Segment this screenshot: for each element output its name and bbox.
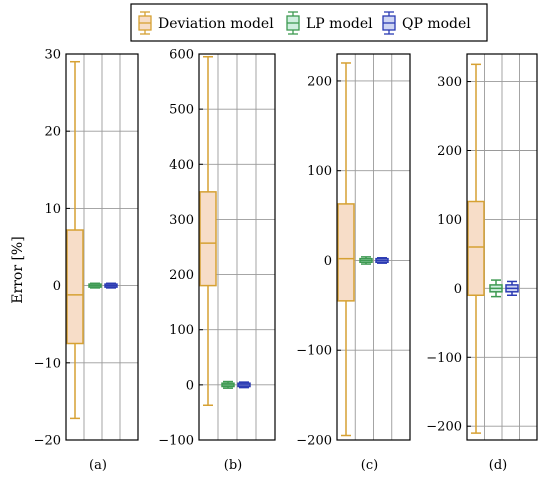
chart-panels: −20−100102030(a)−1000100200300400500600(… [34,48,538,473]
panel-frame [65,53,139,441]
legend-label: QP model [402,16,471,32]
box-lp-model [88,282,102,289]
tick-label: 0 [454,282,462,297]
tick-label: 500 [169,103,194,118]
chart-panel: −200 −100 0 100 200 300 (d) [426,53,538,473]
panel-label: (c) [361,458,378,473]
tick-label: −100 [296,344,332,359]
tick-label: 200 [437,144,462,159]
chart-panel: −20 −10 0 10 20 30 (a) [34,48,139,473]
tick-label: 0 [324,254,332,269]
box-lp-model [489,279,503,298]
box-qp-model [375,257,389,264]
box-lp-model [221,380,235,389]
box-iqr [467,200,485,296]
tick-label: −200 [296,434,332,449]
chart-panel: −200 −100 0 100 200 (c) [296,53,411,473]
tick-label: 300 [169,213,194,228]
box-qp-model [104,282,118,289]
panel-frame [198,53,276,441]
tick-label: 30 [44,48,61,63]
y-axis-label: Error [%] [10,236,26,303]
box-plot-icon [138,11,152,35]
tick-label: 20 [44,125,61,140]
legend-item: Deviation model [138,11,274,35]
legend-label: Deviation model [158,16,274,32]
box-deviation-model [199,56,217,407]
legend-box [130,3,488,42]
box-iqr [337,203,355,302]
legend-item: LP model [286,11,373,35]
box-plot-icon [382,11,396,35]
box-plot-icon [286,11,300,35]
tick-label: −100 [426,351,462,366]
panel-label: (b) [224,458,242,473]
tick-label: 100 [307,164,332,179]
tick-label: 10 [44,202,61,217]
box-iqr [199,191,217,287]
panel-label: (a) [89,458,107,473]
tick-label: 0 [186,378,194,393]
tick-label: 200 [307,74,332,89]
panel-frame [336,53,411,441]
box-deviation-model [337,62,355,437]
tick-label: 200 [169,268,194,283]
panel-frame [466,53,538,441]
tick-label: −20 [34,434,61,449]
tick-label: 100 [169,323,194,338]
tick-label: 300 [437,75,462,90]
box-deviation-model [66,60,84,420]
box-qp-model [505,280,519,296]
legend-label: LP model [306,16,373,32]
panel-label: (d) [489,458,507,473]
legend-item: QP model [382,11,471,35]
tick-label: −100 [158,434,194,449]
box-lp-model [359,256,373,265]
tick-label: 400 [169,158,194,173]
legend: Deviation model LP model QP model [130,3,488,42]
box-qp-model [237,381,251,389]
tick-label: 600 [169,48,194,63]
tick-label: −200 [426,420,462,435]
box-iqr [66,229,84,345]
box-deviation-model [467,63,485,434]
chart-panel: −100 0 100 200 300 400 500 600 (b) [158,48,276,473]
tick-label: −10 [34,356,61,371]
tick-label: 100 [437,213,462,228]
tick-label: 0 [53,279,61,294]
